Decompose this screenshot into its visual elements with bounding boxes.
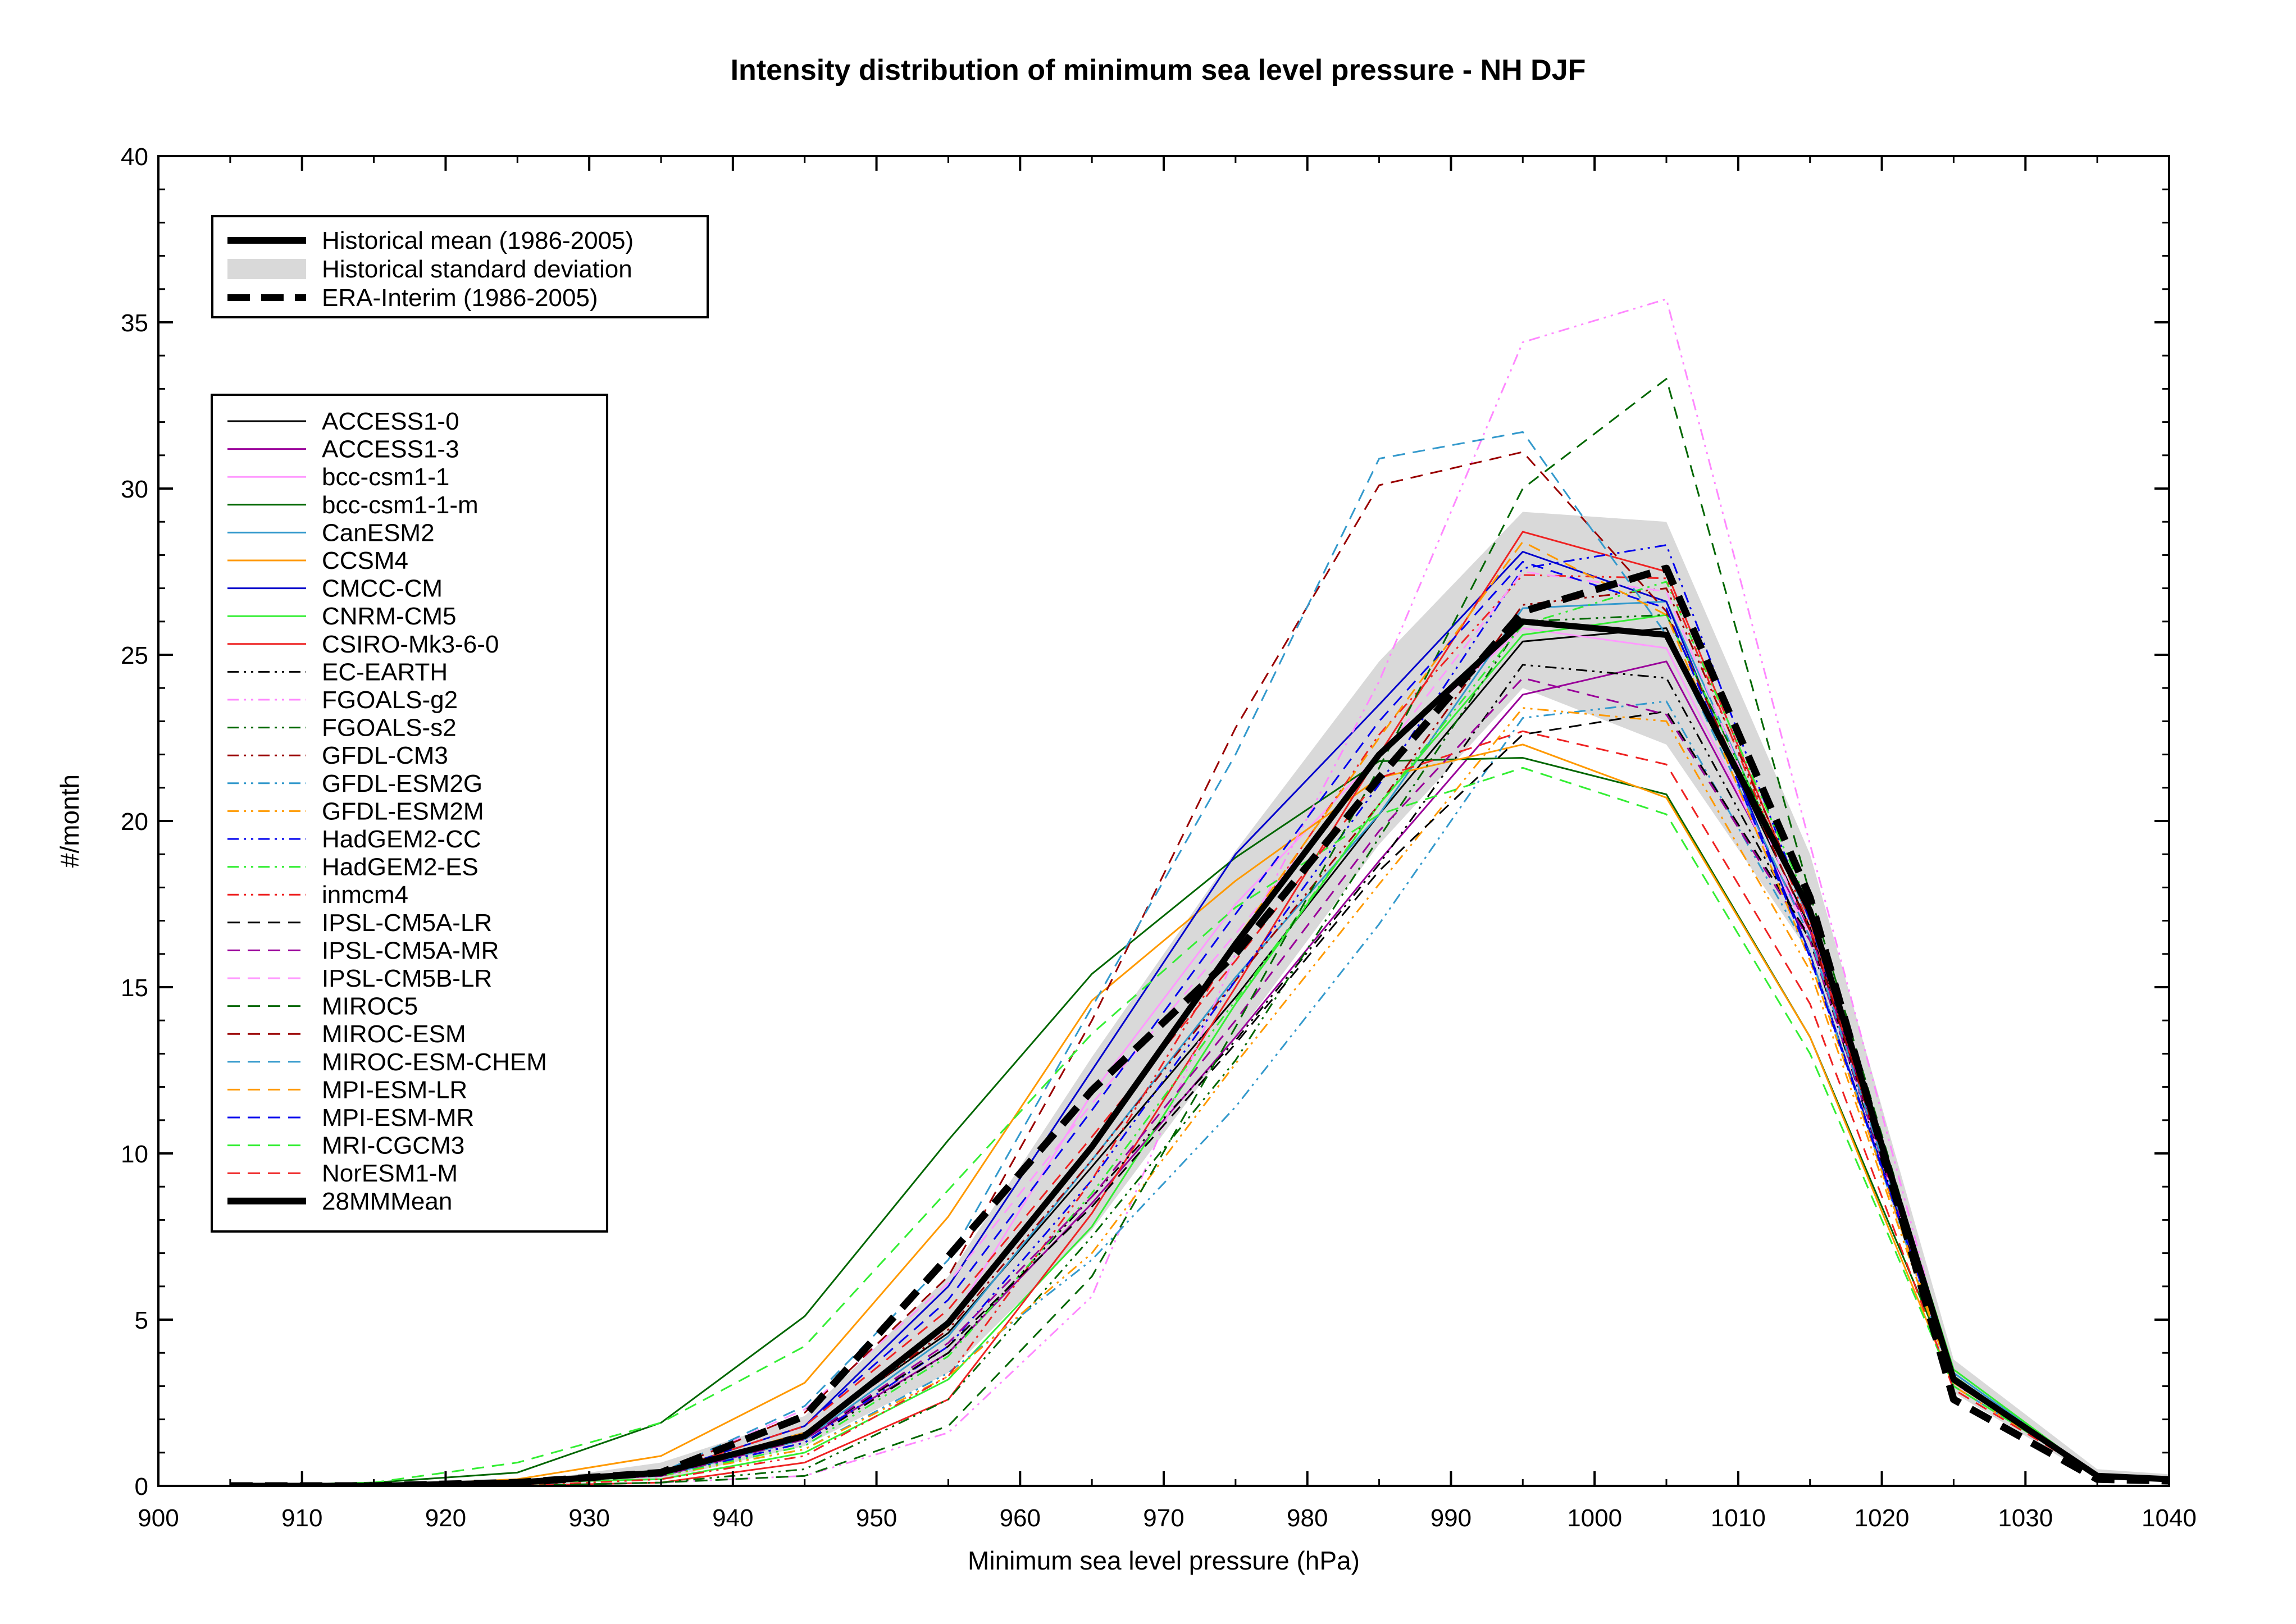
y-tick-label: 15 bbox=[121, 974, 148, 1002]
model-legend-label: FGOALS-s2 bbox=[322, 714, 457, 742]
model-legend-box bbox=[211, 394, 608, 1233]
model-legend-label: bcc-csm1-1 bbox=[322, 463, 449, 491]
x-tick-label: 910 bbox=[281, 1504, 322, 1532]
x-tick-label: 1000 bbox=[1567, 1504, 1622, 1532]
model-legend-label: GFDL-ESM2G bbox=[322, 770, 482, 797]
model-legend-label: MIROC-ESM bbox=[322, 1020, 466, 1048]
x-tick-label: 1010 bbox=[1711, 1504, 1766, 1532]
series-line-gfdl-esm2g bbox=[230, 700, 2169, 1486]
model-legend-label: NorESM1-M bbox=[322, 1160, 458, 1187]
reference-legend: Historical mean (1986-2005)Historical st… bbox=[211, 215, 709, 318]
model-legend-label: MPI-ESM-LR bbox=[322, 1076, 467, 1103]
x-tick-label: 1040 bbox=[2142, 1504, 2197, 1532]
reference-legend-label: Historical mean (1986-2005) bbox=[322, 227, 634, 254]
x-axis: 900 910 920 930 940 950 960 970 980 990 1000 1010 10… bbox=[138, 156, 2197, 1532]
model-legend-label: GFDL-ESM2M bbox=[322, 797, 484, 825]
model-legend-label: HadGEM2-ES bbox=[322, 854, 479, 881]
reference-legend-label: Historical standard deviation bbox=[322, 256, 632, 283]
model-legend: ACCESS1-0ACCESS1-3bcc-csm1-1bcc-csm1-1-m… bbox=[211, 394, 608, 1233]
model-legend-label: CNRM-CM5 bbox=[322, 603, 457, 630]
model-legend-label: bcc-csm1-1-m bbox=[322, 491, 479, 519]
x-tick-label: 900 bbox=[138, 1504, 179, 1532]
model-legend-label: IPSL-CM5A-LR bbox=[322, 909, 492, 937]
model-legend-label: HadGEM2-CC bbox=[322, 825, 481, 853]
x-tick-label: 1030 bbox=[1998, 1504, 2053, 1532]
reference-legend-swatch bbox=[227, 259, 306, 279]
y-tick-label: 30 bbox=[121, 476, 148, 503]
model-legend-label: MRI-CGCM3 bbox=[322, 1132, 464, 1160]
y-axis: 0 5 10 15 20 25 30 35 40 bbox=[121, 143, 2169, 1500]
y-tick-label: 5 bbox=[135, 1307, 148, 1334]
y-tick-label: 25 bbox=[121, 642, 148, 669]
y-axis-label: #/month bbox=[55, 774, 84, 868]
x-tick-label: 930 bbox=[568, 1504, 609, 1532]
y-tick-label: 10 bbox=[121, 1141, 148, 1168]
x-axis-label: Minimum sea level pressure (hPa) bbox=[968, 1546, 1360, 1575]
series-line-mri-cgcm3 bbox=[230, 767, 2169, 1486]
x-tick-label: 990 bbox=[1431, 1504, 1472, 1532]
model-legend-label: ACCESS1-3 bbox=[322, 436, 459, 463]
model-legend-label: CSIRO-Mk3-6-0 bbox=[322, 631, 499, 658]
x-tick-label: 950 bbox=[856, 1504, 897, 1532]
model-legend-label: CCSM4 bbox=[322, 547, 408, 574]
x-tick-label: 970 bbox=[1143, 1504, 1184, 1532]
model-legend-label: CanESM2 bbox=[322, 519, 435, 546]
chart-title: Intensity distribution of minimum sea le… bbox=[731, 54, 1586, 86]
reference-legend-label: ERA-Interim (1986-2005) bbox=[322, 284, 598, 312]
model-legend-label: GFDL-CM3 bbox=[322, 742, 448, 769]
y-tick-label: 0 bbox=[135, 1473, 148, 1500]
model-legend-label: CMCC-CM bbox=[322, 575, 443, 603]
model-legend-label: FGOALS-g2 bbox=[322, 686, 458, 714]
x-tick-label: 1020 bbox=[1855, 1504, 1910, 1532]
model-legend-label: MPI-ESM-MR bbox=[322, 1104, 474, 1132]
model-legend-label: 28MMMean bbox=[322, 1188, 452, 1215]
series-line-fgoals-s2 bbox=[230, 614, 2169, 1486]
x-tick-label: 960 bbox=[1000, 1504, 1041, 1532]
model-legend-label: IPSL-CM5B-LR bbox=[322, 965, 492, 992]
model-legend-label: MIROC-ESM-CHEM bbox=[322, 1048, 547, 1076]
model-legend-label: ACCESS1-0 bbox=[322, 408, 459, 435]
y-tick-label: 20 bbox=[121, 808, 148, 836]
x-tick-label: 940 bbox=[712, 1504, 753, 1532]
series-layer bbox=[230, 298, 2169, 1486]
model-legend-label: IPSL-CM5A-MR bbox=[322, 937, 499, 964]
series-line-ccsm4 bbox=[230, 743, 2169, 1486]
series-line-28mmmean bbox=[230, 618, 2169, 1486]
model-legend-label: inmcm4 bbox=[322, 881, 408, 909]
x-tick-label: 980 bbox=[1287, 1504, 1328, 1532]
y-tick-label: 40 bbox=[121, 143, 148, 171]
model-legend-label: EC-EARTH bbox=[322, 658, 448, 686]
model-legend-label: MIROC5 bbox=[322, 993, 418, 1020]
y-tick-label: 35 bbox=[121, 309, 148, 337]
x-tick-label: 920 bbox=[425, 1504, 466, 1532]
